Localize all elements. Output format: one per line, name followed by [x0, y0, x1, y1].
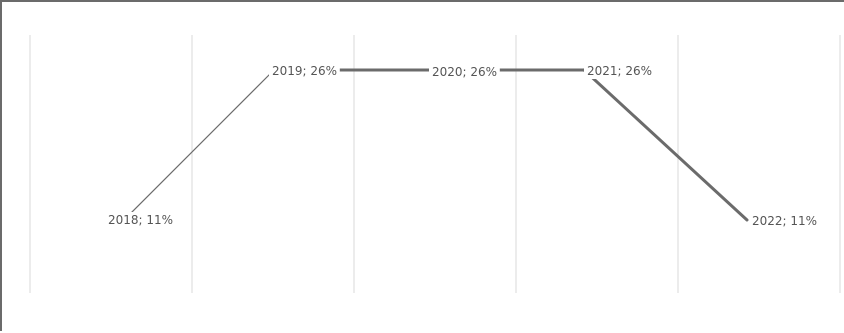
data-label-background — [584, 63, 655, 79]
data-label-background — [269, 63, 340, 79]
data-label-background — [749, 213, 820, 229]
data-label: 2021; 26% — [587, 64, 652, 78]
series-line-segment — [582, 68, 749, 222]
data-label: 2018; 11% — [108, 213, 173, 227]
data-label-background — [105, 212, 176, 228]
series-line-segment — [123, 69, 275, 221]
data-label: 2020; 26% — [432, 65, 497, 79]
data-label: 2019; 26% — [272, 64, 337, 78]
data-label-background — [429, 64, 500, 80]
data-label: 2022; 11% — [752, 214, 817, 228]
